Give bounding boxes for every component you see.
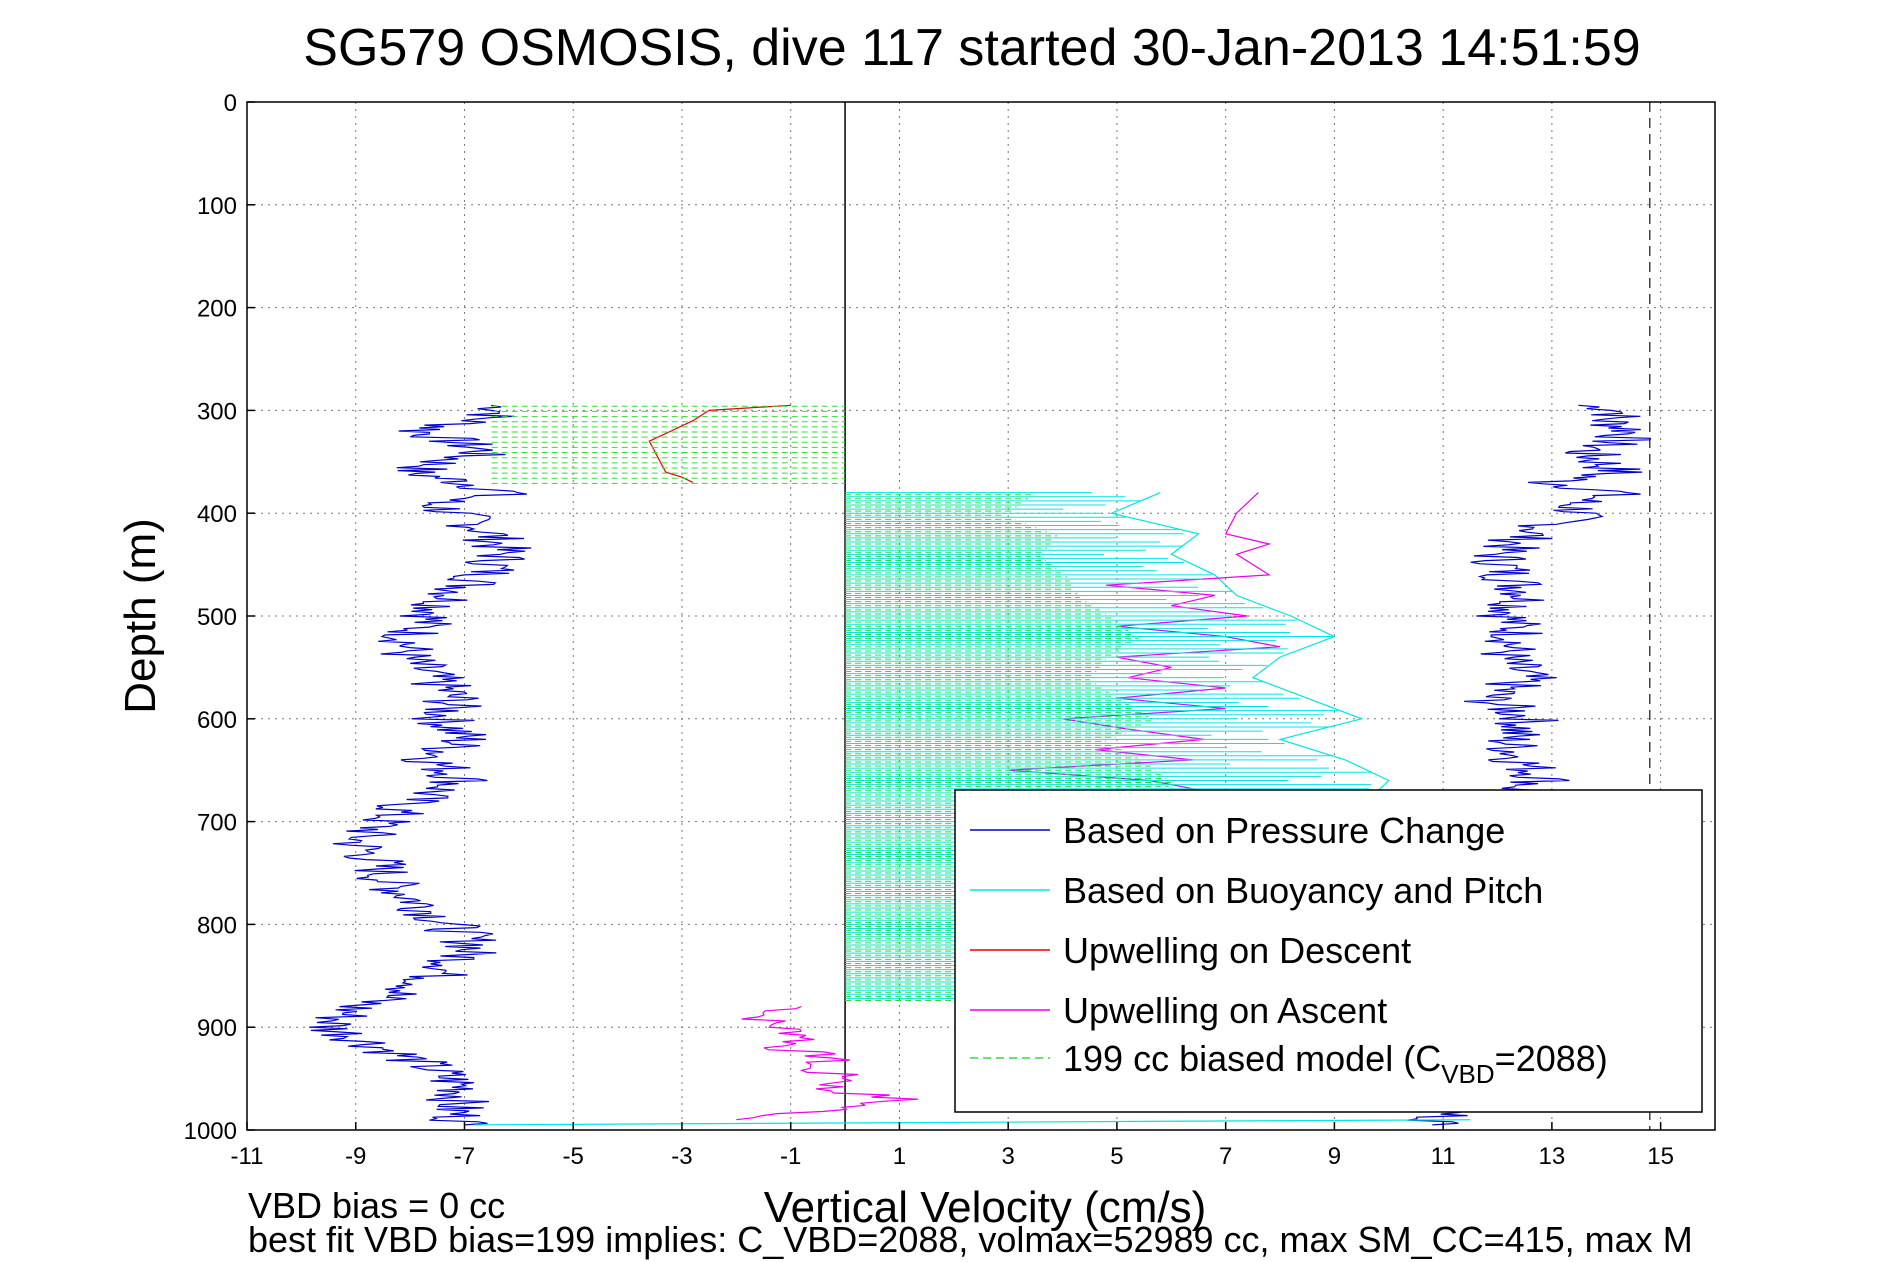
x-tick-label: -7: [454, 1143, 475, 1170]
x-tick-label: -1: [780, 1143, 801, 1170]
x-tick-label: -11: [231, 1143, 264, 1170]
x-tick-label: 13: [1539, 1143, 1566, 1170]
series-line-3-0: [1008, 492, 1281, 792]
x-tick-label: 1: [893, 1143, 906, 1170]
y-ticks: 0 100 200 300 400 500 600 700 800 900 1000: [184, 90, 255, 1145]
y-axis-label: Depth (m): [116, 518, 165, 714]
y-tick-label: 100: [197, 193, 237, 220]
y-tick-label: 800: [197, 912, 237, 939]
legend-label: Upwelling on Descent: [1063, 930, 1411, 971]
y-tick-label: 300: [197, 398, 237, 425]
footer-line2: best fit VBD bias=199 implies: C_VBD=208…: [248, 1219, 1693, 1260]
series-line-3-1: [736, 1006, 919, 1121]
chart-title: SG579 OSMOSIS, dive 117 started 30-Jan-2…: [303, 19, 1640, 77]
x-tick-label: -5: [563, 1143, 584, 1170]
x-tick-label: 11: [1431, 1143, 1456, 1170]
y-tick-label: 700: [197, 810, 237, 837]
legend: Based on Pressure Change Based on Buoyanc…: [954, 789, 1703, 1113]
y-tick-label: 900: [197, 1015, 237, 1042]
x-tick-label: 5: [1110, 1143, 1123, 1170]
x-tick-label: 3: [1002, 1143, 1015, 1170]
x-axis-label: Vertical Velocity (cm/s): [764, 1183, 1207, 1232]
y-tick-label: 1000: [184, 1118, 237, 1145]
x-tick-label: -3: [671, 1143, 692, 1170]
legend-box: [954, 789, 1703, 1113]
x-ticks: -11 -9 -7 -5 -3 -1 1 3 5 7 9 11 13 15: [231, 1122, 1674, 1170]
x-tick-label: 15: [1647, 1143, 1674, 1170]
legend-label: Based on Pressure Change: [1063, 810, 1505, 851]
legend-label: Based on Buoyancy and Pitch: [1063, 870, 1543, 911]
x-tick-label: -9: [345, 1143, 366, 1170]
y-tick-label: 500: [197, 604, 237, 631]
series-line-2-0: [648, 404, 791, 483]
surface-streak: [475, 1119, 1471, 1126]
y-tick-label: 600: [197, 707, 237, 734]
y-tick-label: 0: [224, 90, 237, 117]
x-tick-label: 7: [1219, 1143, 1232, 1170]
legend-label: Upwelling on Ascent: [1063, 990, 1387, 1031]
footer-line1: VBD bias = 0 cc: [248, 1185, 505, 1226]
y-tick-label: 400: [197, 501, 237, 528]
series-line-0-0: [309, 404, 532, 1126]
y-tick-label: 200: [197, 296, 237, 323]
x-tick-label: 9: [1328, 1143, 1341, 1170]
